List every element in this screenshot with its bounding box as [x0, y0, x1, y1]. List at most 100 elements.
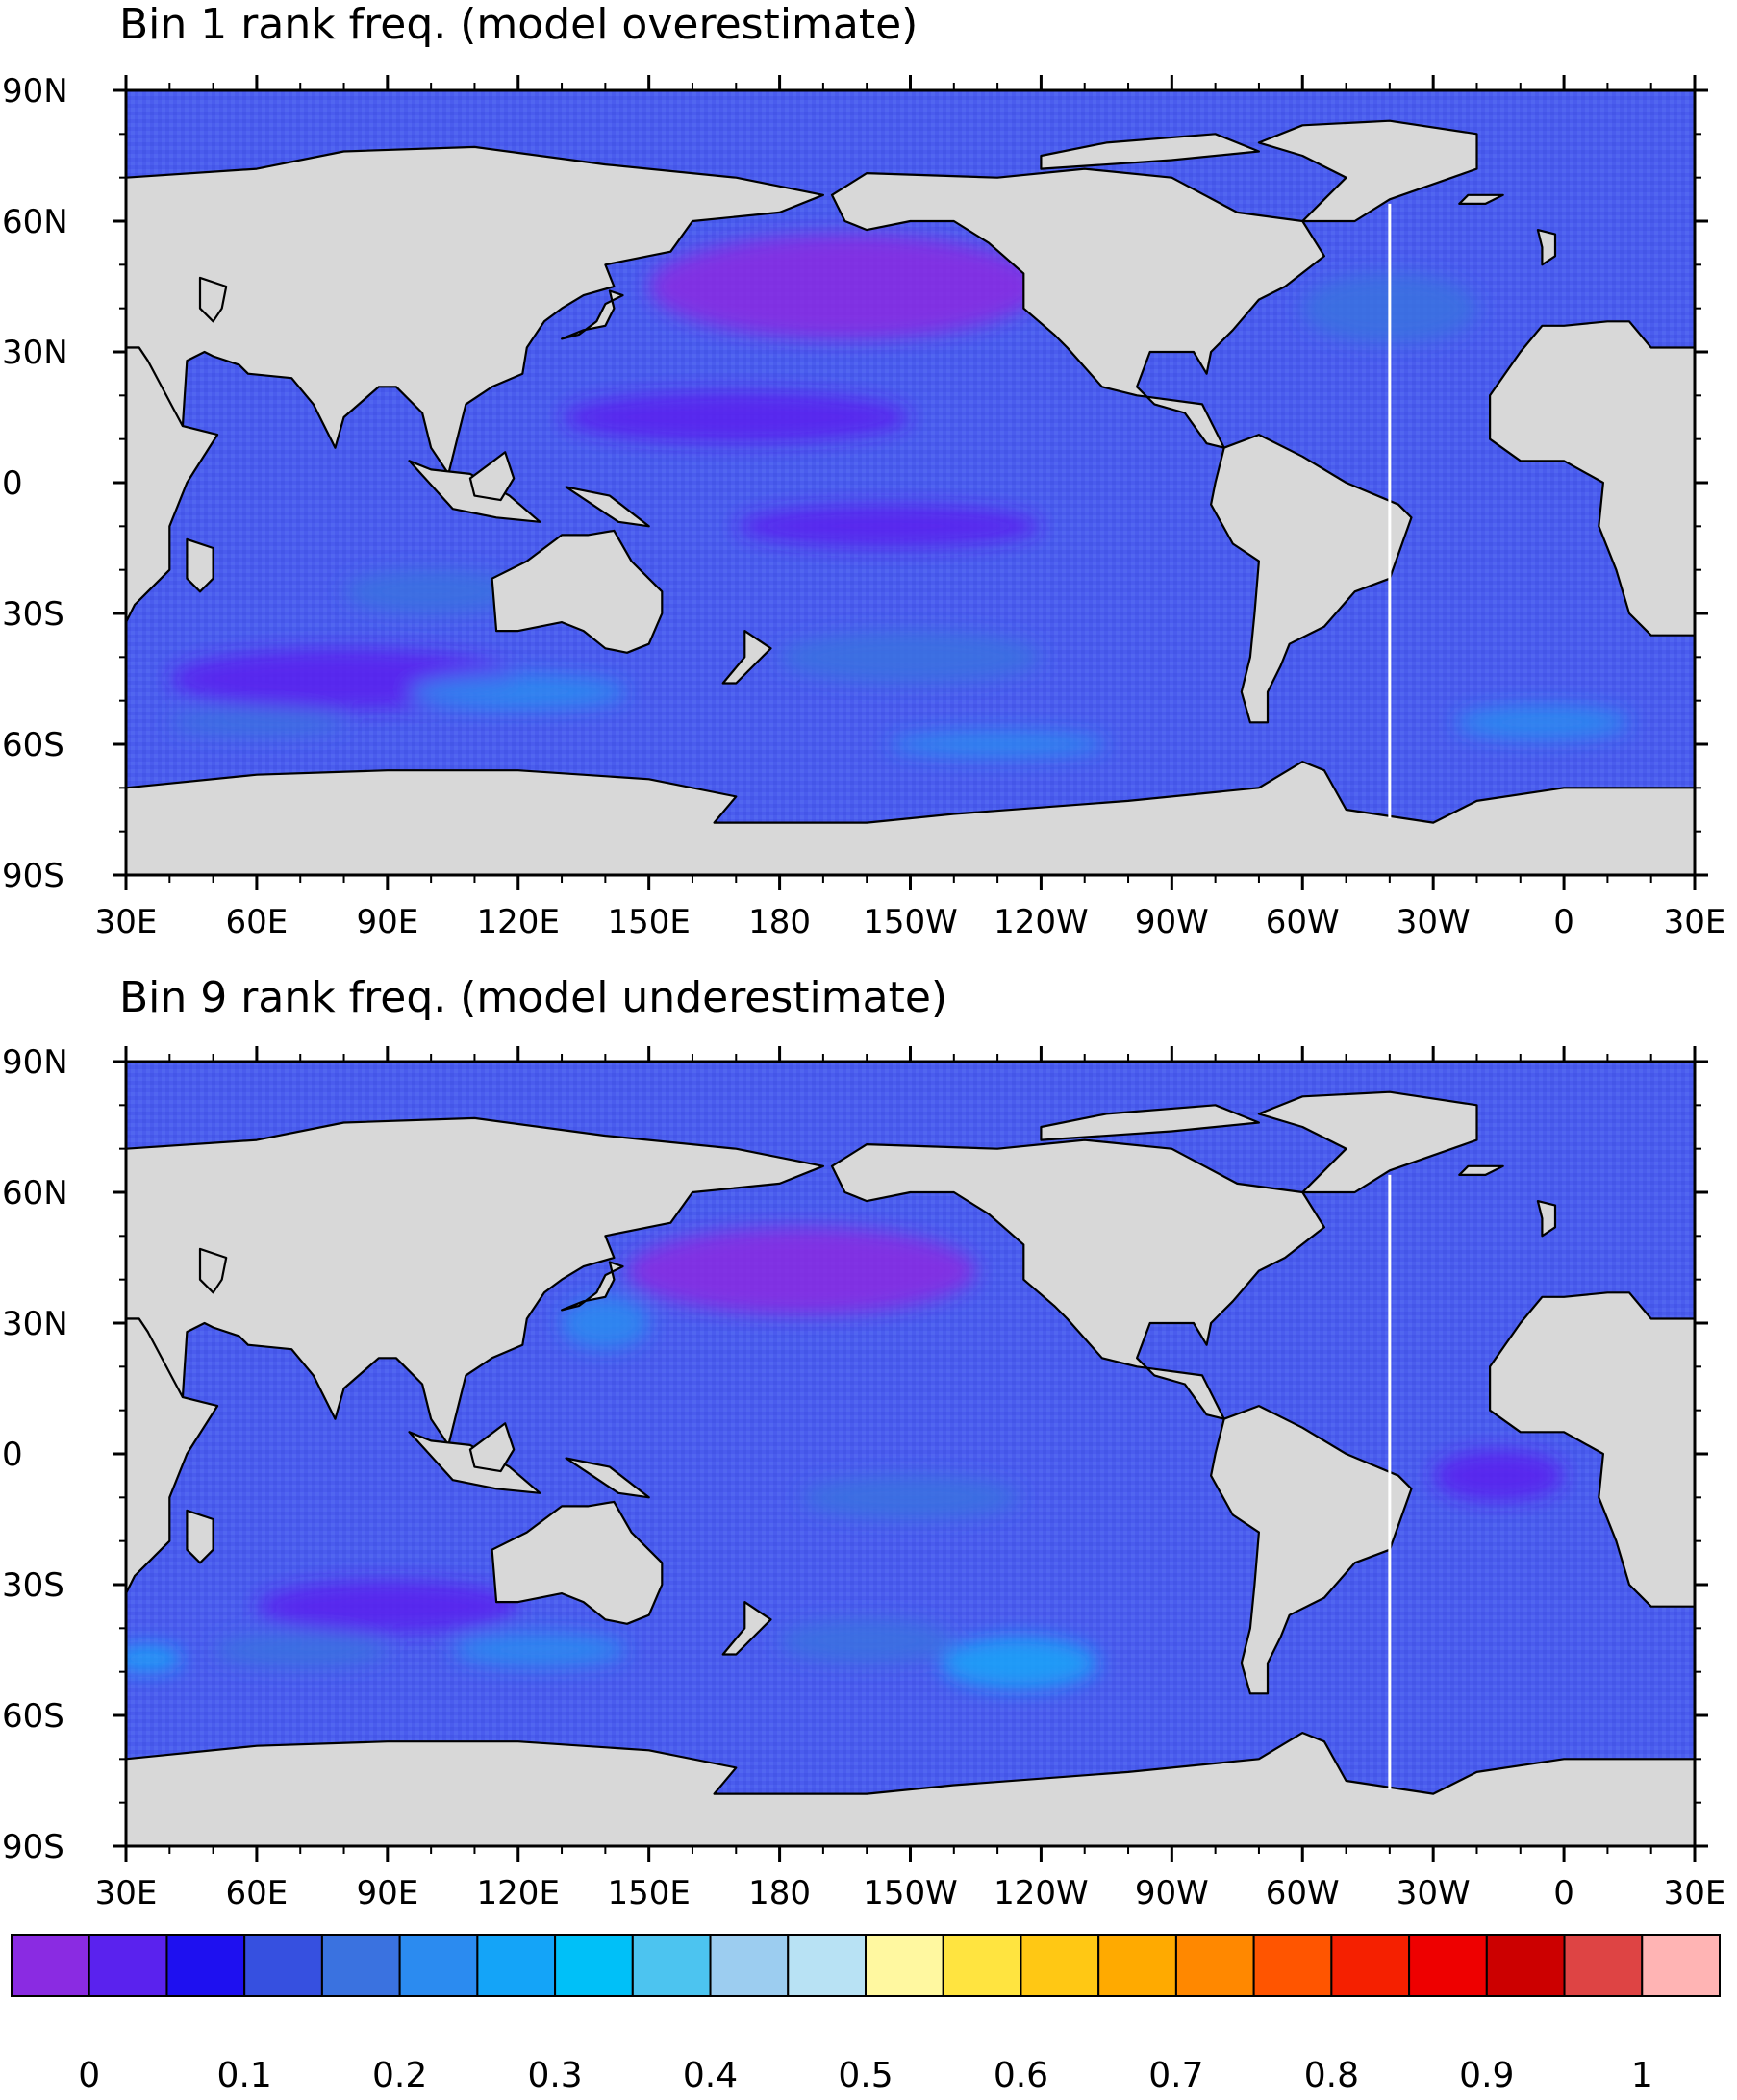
frequency-region	[409, 674, 628, 710]
colorbar-label: 0.9	[1459, 2056, 1514, 2095]
lon-label: 30E	[95, 903, 158, 941]
landmass-caspian	[198, 276, 228, 323]
landmass-australia	[491, 1500, 664, 1625]
lat-label: 60S	[2, 1697, 64, 1736]
panel-1-title: Bin 1 rank freq. (model overestimate)	[119, 0, 918, 49]
landmass-namerica	[830, 167, 1326, 449]
colorbar: 0 0.1 0.2 0.3 0.4 0.5 0.6 0.7 0.8 0.9 1	[11, 1934, 1721, 2095]
landmass-japan	[560, 289, 624, 340]
landmass-caspian	[198, 1247, 228, 1294]
lat-label: 90S	[2, 857, 64, 895]
lon-label: 30E	[1664, 903, 1726, 941]
lat-label: 60N	[2, 1174, 68, 1212]
frequency-region	[941, 1637, 1098, 1689]
panel-2-title: Bin 9 rank freq. (model underestimate)	[119, 973, 947, 1022]
colorbar-swatch	[709, 1934, 790, 1997]
frequency-region	[801, 1475, 1020, 1520]
panel-1-plot: 90N 60N 30N 0 30S 60S 90S 30E 60E 90E 120E 150E 180 1…	[2, 72, 1725, 941]
colorbar-swatch	[1252, 1934, 1333, 1997]
lon-label: 120W	[994, 903, 1089, 941]
frequency-region	[213, 1632, 388, 1668]
lon-label: 180	[748, 903, 811, 941]
lat-label: 30S	[2, 595, 64, 634]
lon-label: 120E	[477, 1874, 560, 1912]
lon-label: 30W	[1397, 903, 1471, 941]
lon-label: 120W	[994, 1874, 1089, 1912]
frequency-region	[452, 1632, 628, 1668]
landmass-madagascar	[186, 538, 214, 593]
colorbar-swatch	[476, 1934, 557, 1997]
lat-label: 60S	[2, 726, 64, 764]
lon-label: 90W	[1135, 1874, 1209, 1912]
landmass-newguinea	[565, 1457, 650, 1499]
colorbar-label: 0.7	[1148, 2056, 1203, 2095]
frequency-region	[648, 234, 1042, 339]
landmass-antarctica	[126, 760, 1695, 875]
colorbar-swatch	[1641, 1934, 1721, 1997]
lon-label: 180	[748, 1874, 811, 1912]
lon-label: 90W	[1135, 903, 1209, 941]
colorbar-swatch	[1330, 1934, 1411, 1997]
landmass-uk	[1536, 1199, 1557, 1238]
map-panel-2: Bin 9 rank freq. (model underestimate) 9…	[2, 973, 1725, 1912]
colorbar-label: 0.2	[372, 2056, 427, 2095]
lon-label: 0	[1553, 1874, 1574, 1912]
lon-label: 30W	[1397, 1874, 1471, 1912]
colorbar-swatch	[631, 1934, 712, 1997]
colorbar-swatch	[88, 1934, 168, 1997]
landmass-samerica	[1209, 434, 1413, 724]
frequency-region	[627, 1227, 976, 1314]
lat-label: 90S	[2, 1828, 64, 1866]
frequency-region	[1433, 1449, 1565, 1502]
lat-label: 90N	[2, 72, 68, 111]
landmass-nz	[721, 629, 772, 685]
colorbar-label: 0.6	[994, 2056, 1048, 2095]
frequency-field	[126, 1227, 1565, 1689]
lat-label: 30N	[2, 334, 68, 372]
lon-label: 150W	[863, 1874, 958, 1912]
colorbar-swatch	[1174, 1934, 1255, 1997]
landmass-eurasia	[126, 145, 825, 475]
frequency-region	[343, 569, 518, 613]
lon-label: 90E	[356, 903, 418, 941]
colorbar-swatch	[1097, 1934, 1177, 1997]
landmass-nz	[721, 1600, 772, 1656]
lon-label: 60E	[226, 903, 289, 941]
colorbar-swatch	[320, 1934, 401, 1997]
lat-label: 0	[2, 464, 23, 503]
lon-label: 150E	[607, 903, 690, 941]
colorbar-swatch	[1408, 1934, 1488, 1997]
frequency-region	[779, 1619, 954, 1663]
landmass-africa	[126, 346, 219, 624]
frequency-region	[736, 504, 1042, 548]
lat-label: 30N	[2, 1305, 68, 1343]
map-area	[126, 1062, 1695, 1846]
frequency-region	[562, 1296, 649, 1350]
landmass-africa_w	[1488, 320, 1695, 637]
landmass-samerica	[1209, 1404, 1413, 1695]
landmass-iceland	[1458, 1164, 1504, 1177]
lon-label: 0	[1553, 903, 1574, 941]
lon-label: 60W	[1266, 903, 1340, 941]
colorbar-label: 0	[78, 2056, 100, 2095]
landmass-namerica	[830, 1138, 1326, 1420]
colorbar-swatch	[1563, 1934, 1644, 1997]
lon-label: 150E	[607, 1874, 690, 1912]
colorbar-swatch	[865, 1934, 944, 1997]
landmass-australia	[491, 529, 664, 654]
frequency-field	[169, 234, 1630, 758]
colorbar-label: 0.8	[1304, 2056, 1359, 2095]
lon-label: 60E	[226, 1874, 289, 1912]
lat-label: 0	[2, 1436, 23, 1474]
lon-label: 120E	[477, 903, 560, 941]
frequency-region	[888, 731, 1107, 758]
lon-label: 30E	[1664, 1874, 1726, 1912]
colorbar-swatch	[787, 1934, 867, 1997]
frequency-region	[1454, 705, 1630, 740]
landmass-eurasia	[126, 1116, 825, 1447]
lon-label: 30E	[95, 1874, 158, 1912]
lon-label: 90E	[356, 1874, 418, 1912]
landmass-arctic_isl	[1040, 133, 1261, 170]
landmass-greenland	[1257, 1090, 1478, 1194]
